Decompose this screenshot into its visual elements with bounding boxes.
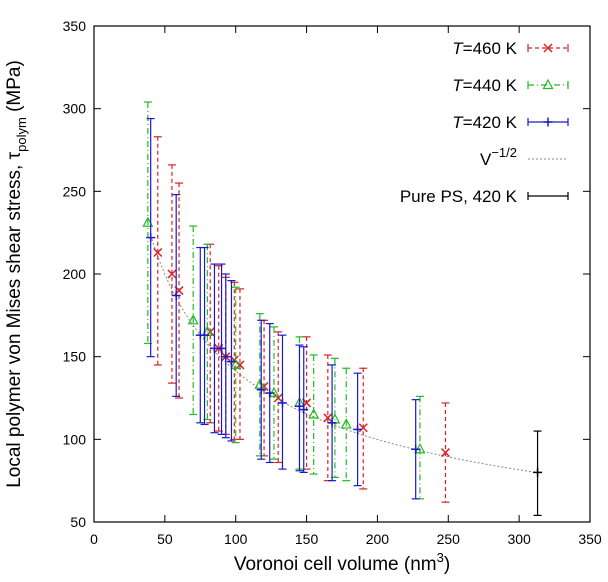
y-tick-label: 200: [63, 266, 87, 282]
fit-curve-group: [150, 235, 540, 474]
data-point: [533, 467, 543, 477]
legend-marker: [543, 43, 553, 53]
legend-label: Pure PS, 420 K: [400, 187, 518, 206]
data-point: [299, 405, 309, 415]
error-bar: [189, 225, 198, 416]
legend-marker: [543, 117, 553, 127]
data-point: [265, 388, 275, 398]
y-axis-label-suffix: (MPa): [4, 60, 25, 117]
legend-label: T=460 K: [452, 39, 517, 58]
legend-entry: T=420 K: [452, 113, 569, 132]
data-point: [353, 424, 363, 434]
data-point: [217, 343, 227, 353]
legend-label: V−1/2: [480, 145, 517, 169]
x-tick-label: 350: [578, 531, 602, 547]
x-axis-label-suffix: ): [444, 554, 450, 575]
series-pure: [533, 430, 543, 516]
legend-entry: T=460 K: [452, 39, 569, 58]
y-axis-label-subscript: polym: [14, 117, 29, 152]
y-axis-label-text: Local polymer von Mises shear stress, τ: [4, 151, 25, 487]
x-axis-label-text: Voronoi cell volume (nm: [234, 554, 437, 575]
error-bar: [255, 313, 264, 457]
data-point: [358, 423, 368, 433]
data-point: [411, 444, 421, 454]
error-bar: [153, 136, 162, 366]
ticks-group: 0 50 100 150 200 250 300 3505010015020025030035…: [63, 18, 602, 547]
error-bar: [235, 288, 244, 440]
fit-curve-line: [150, 235, 540, 474]
error-bar: [415, 395, 424, 500]
data-point: [308, 408, 320, 419]
y-axis-label: Local polymer von Mises shear stress, τp…: [4, 60, 29, 488]
error-bar: [231, 286, 240, 444]
error-bar: [309, 354, 318, 475]
data-point: [171, 290, 181, 300]
legend-marker: [542, 78, 554, 90]
x-tick-label: 200: [366, 531, 390, 547]
data-point: [167, 269, 177, 279]
y-tick-label: 50: [70, 514, 86, 530]
data-point: [254, 378, 266, 389]
x-tick-label: 0: [90, 531, 98, 547]
plot-frame: [93, 25, 591, 523]
legend-label: T=440 K: [452, 76, 517, 95]
series-group: [142, 101, 543, 516]
data-point: [327, 418, 337, 428]
x-tick-label: 150: [295, 531, 319, 547]
data-point: [256, 385, 266, 395]
error-bar: [167, 164, 176, 384]
y-tick-label: 100: [63, 431, 87, 447]
data-point: [187, 314, 199, 325]
legend-entry: Pure PS, 420 K: [400, 187, 569, 206]
data-point: [200, 330, 210, 340]
x-axis-label-superscript: 3: [437, 550, 444, 565]
data-point: [153, 247, 163, 258]
data-point: [230, 358, 242, 370]
x-axis-label: Voronoi cell volume (nm3): [234, 550, 450, 575]
y-tick-label: 150: [63, 349, 87, 365]
series-T420: [146, 117, 421, 500]
y-tick-label: 300: [63, 101, 87, 117]
error-bar: [342, 367, 351, 482]
x-tick-label: 50: [157, 531, 173, 547]
legend-label: T=420 K: [452, 113, 517, 132]
legend: T=460 K T=440 K T=420 K V−1/2 Pure PS, 420 K: [400, 39, 569, 206]
data-point: [146, 233, 156, 243]
data-point: [277, 398, 287, 408]
y-tick-label: 350: [63, 18, 87, 34]
legend-entry: T=440 K: [452, 76, 569, 95]
data-point: [340, 418, 352, 429]
data-point: [323, 413, 333, 423]
x-tick-label: 250: [437, 531, 461, 547]
series-T440: [142, 101, 426, 500]
x-tick-label: 300: [507, 531, 531, 547]
data-point: [273, 393, 283, 403]
error-bar: [359, 367, 368, 490]
y-tick-label: 250: [63, 183, 87, 199]
data-point: [221, 352, 231, 362]
legend-entry: V−1/2: [480, 145, 568, 169]
data-point: [226, 357, 236, 367]
x-tick-label: 100: [224, 531, 248, 547]
data-point: [440, 448, 450, 458]
